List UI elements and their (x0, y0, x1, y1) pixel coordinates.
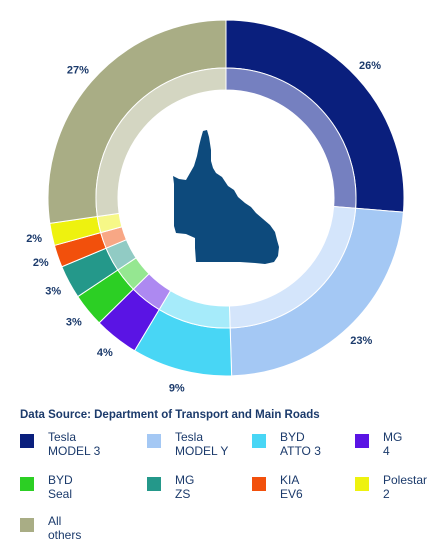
legend-swatch-tesla-model-y (147, 434, 161, 448)
legend-item-mg-zs: MG ZS (147, 473, 257, 513)
data-label-byd-seal: 3% (66, 317, 82, 329)
legend-label-tesla-model-3: Tesla MODEL 3 (48, 430, 101, 458)
legend-swatch-mg-4 (355, 434, 369, 448)
data-source-note: Data Source: Department of Transport and… (20, 409, 320, 421)
data-label-byd-atto-3: 9% (169, 383, 185, 395)
legend-item-tesla-model-y: Tesla MODEL Y (147, 430, 257, 470)
legend-label-kia-ev6: KIA EV6 (280, 473, 303, 501)
legend-label-polestar-2: Polestar 2 (383, 473, 428, 501)
legend-swatch-kia-ev6 (252, 477, 266, 491)
legend-item-all-others: All others (20, 514, 130, 554)
legend-item-polestar-2: Polestar 2 (355, 473, 446, 513)
legend-label-all-others: All others (48, 514, 82, 542)
legend-swatch-byd-seal (20, 477, 34, 491)
legend-label-byd-atto-3: BYD ATTO 3 (280, 430, 321, 458)
legend-label-tesla-model-y: Tesla MODEL Y (175, 430, 229, 458)
slices-group (47, 19, 405, 377)
donut-chart: 26% 23% 9% 4% 3% 3% 2% 2% 27% (26, 19, 405, 395)
data-label-kia-ev6: 2% (33, 257, 49, 269)
legend-item-mg-4: MG 4 (355, 430, 446, 470)
data-label-all-others: 27% (67, 65, 89, 77)
legend-swatch-polestar-2 (355, 477, 369, 491)
labels-group: 26% 23% 9% 4% 3% 3% 2% 2% 27% (26, 60, 381, 395)
legend-swatch-tesla-model-3 (20, 434, 34, 448)
legend-swatch-all-others (20, 518, 34, 532)
data-label-tesla-model-y: 23% (350, 335, 372, 347)
data-label-tesla-model-3: 26% (359, 60, 381, 72)
data-label-mg-zs: 3% (45, 286, 61, 298)
legend-item-byd-seal: BYD Seal (20, 473, 130, 513)
legend-item-tesla-model-3: Tesla MODEL 3 (20, 430, 130, 470)
data-label-mg-4: 4% (97, 347, 113, 359)
legend-item-byd-atto-3: BYD ATTO 3 (252, 430, 362, 470)
legend-swatch-byd-atto-3 (252, 434, 266, 448)
legend-swatch-mg-zs (147, 477, 161, 491)
slice-inner-all-others (95, 67, 227, 218)
legend-label-mg-4: MG 4 (383, 430, 403, 458)
legend-label-mg-zs: MG ZS (175, 473, 195, 501)
queensland-map-icon (173, 130, 279, 264)
legend-label-byd-seal: BYD Seal (48, 473, 73, 501)
legend-item-kia-ev6: KIA EV6 (252, 473, 362, 513)
legend: Tesla MODEL 3 Tesla MODEL Y BYD ATTO 3 MG 4… (20, 430, 440, 552)
data-label-polestar-2: 2% (26, 233, 42, 245)
